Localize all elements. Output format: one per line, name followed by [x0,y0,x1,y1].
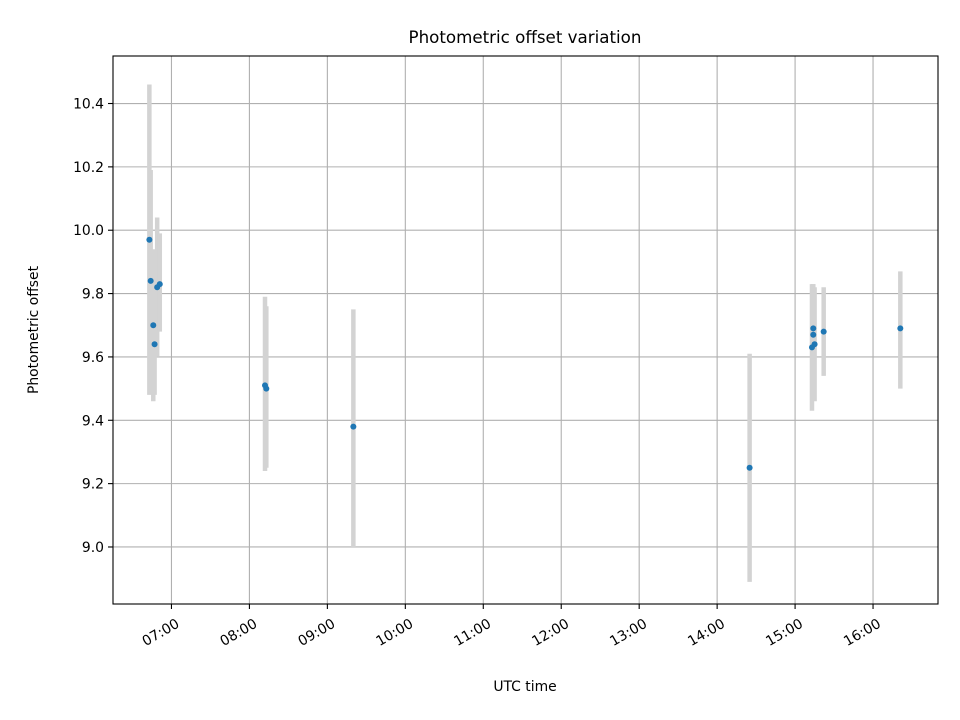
data-point [810,331,817,338]
y-tick-label: 9.6 [82,350,104,366]
y-tick-label: 9.2 [82,477,104,493]
y-tick-label: 9.0 [82,540,104,556]
data-point [156,281,163,288]
data-point [746,464,753,471]
grid-layer [113,56,938,604]
data-point [150,322,157,329]
data-point [820,328,827,335]
chart-title: Photometric offset variation [409,27,642,47]
data-point [897,325,904,332]
y-tick-label: 9.4 [82,413,104,429]
y-axis-label: Photometric offset [26,265,42,394]
y-tick-label: 10.0 [73,223,104,239]
x-axis-label: UTC time [493,679,556,695]
plot-frame [112,55,939,605]
data-point [151,341,158,348]
data-point [810,325,817,332]
data-point [811,341,818,348]
data-point [146,236,153,243]
y-tick-label: 10.4 [73,97,104,113]
y-tick-label: 9.8 [82,287,104,303]
data-point [350,423,357,430]
data-point [263,385,270,392]
data-point [147,277,154,284]
data-point-layer [146,236,904,471]
y-tick-label: 10.2 [73,160,104,176]
